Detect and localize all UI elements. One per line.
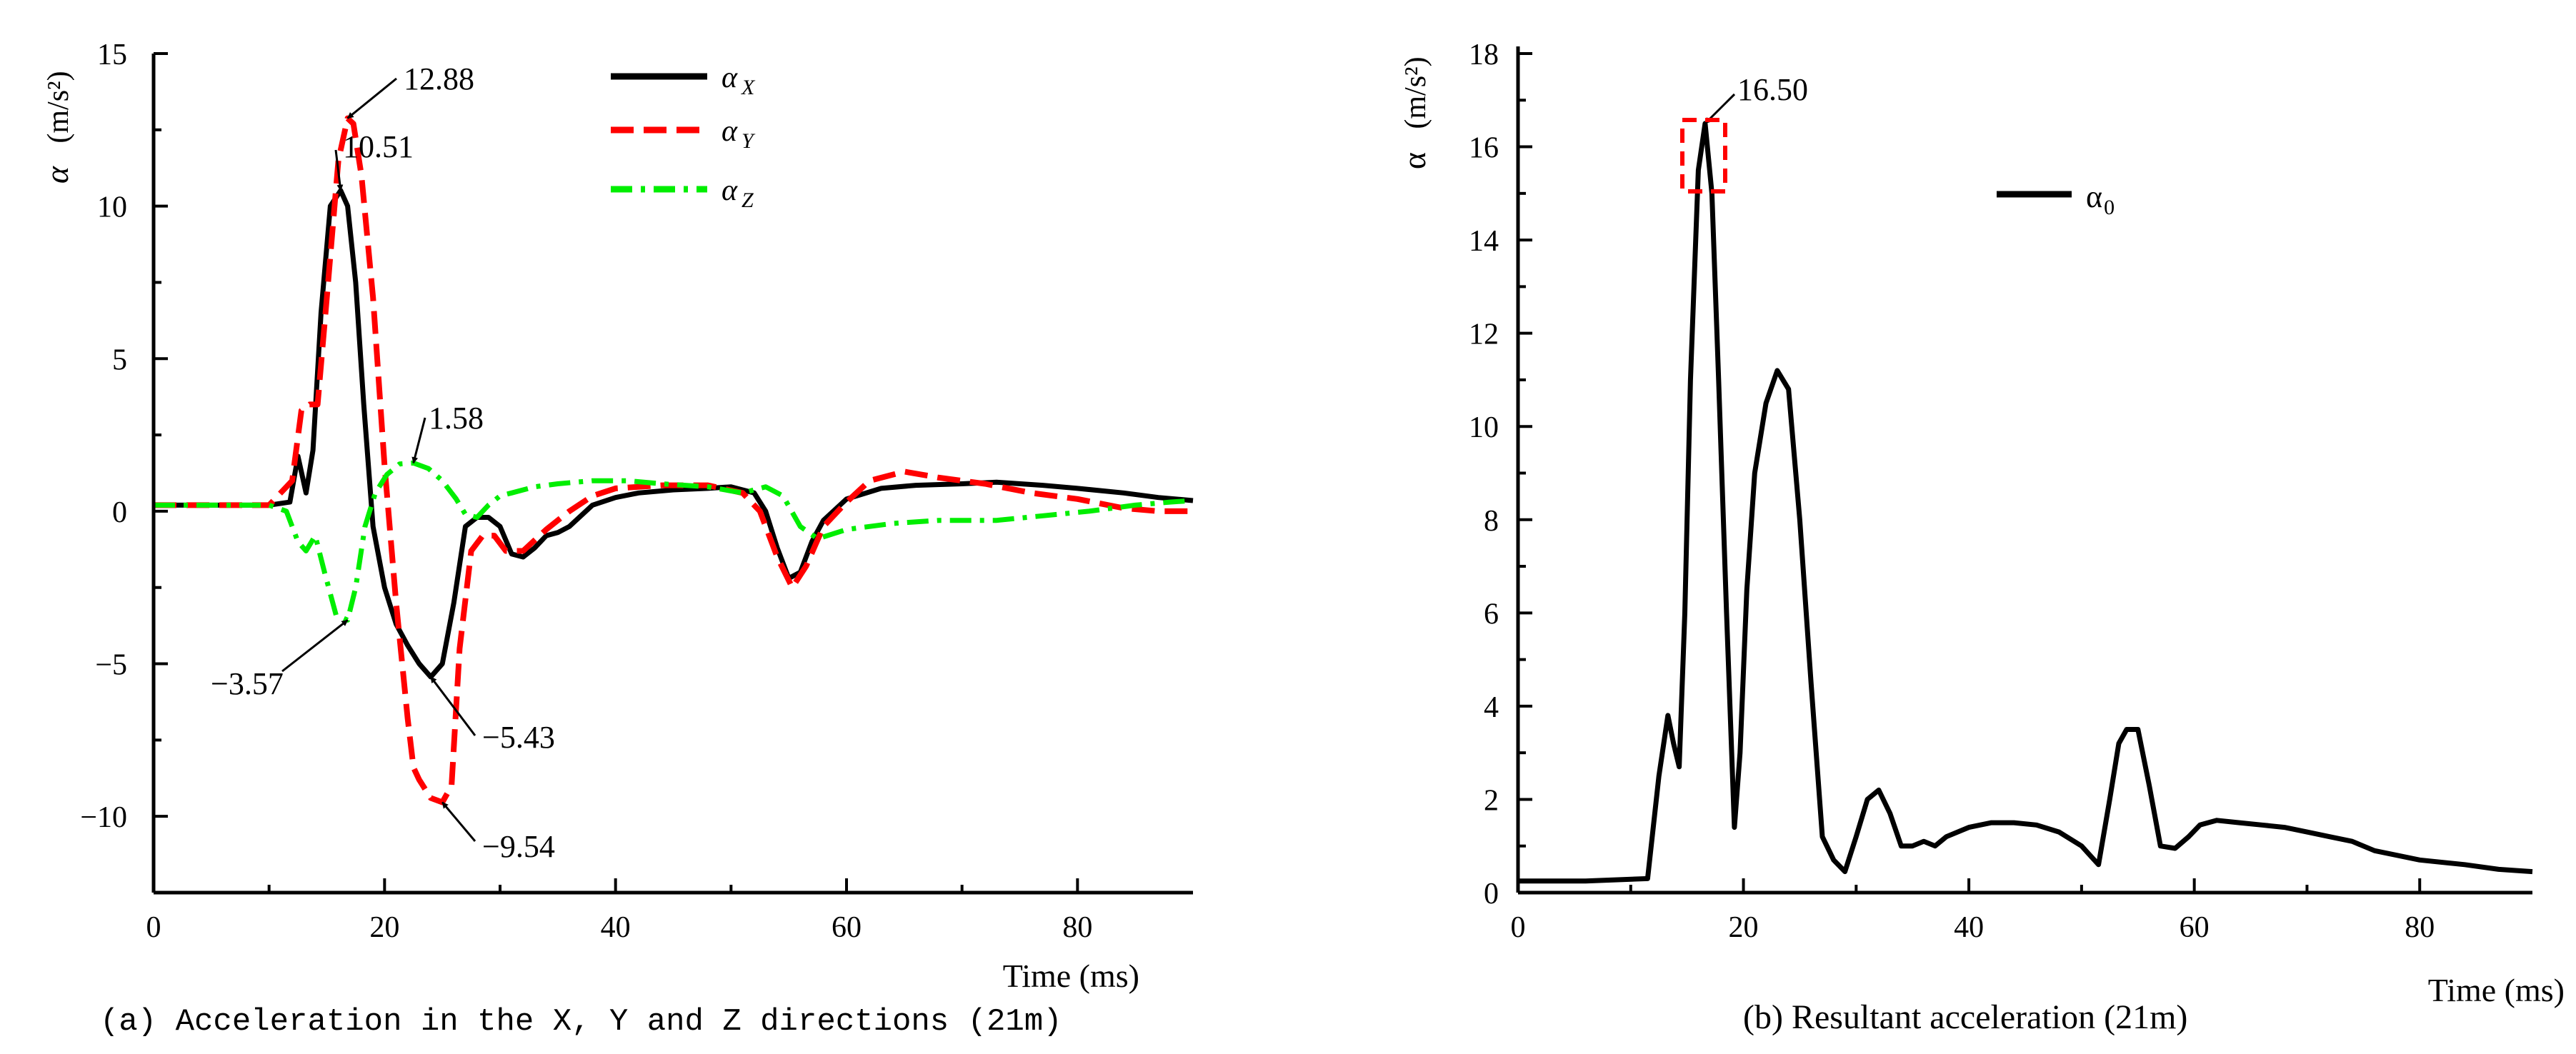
annotation-arrow (334, 149, 344, 191)
series-line-a-2 (154, 460, 1194, 623)
x-tick-label: 20 (1729, 911, 1759, 944)
x-tick-label: 60 (2180, 911, 2210, 944)
x-tick-label: 80 (2405, 911, 2435, 944)
chart-b-ylabel-symbol: α (1396, 152, 1432, 169)
legend-label-resultant: α0 (2086, 179, 2115, 219)
x-tick-label: 40 (601, 911, 631, 944)
series-line-a-1 (154, 115, 1193, 805)
x-tick-label: 40 (1954, 911, 1984, 944)
annotation-arrow (441, 801, 476, 842)
x-tick-label: 0 (146, 911, 161, 944)
y-tick-label: 8 (1484, 505, 1499, 538)
annotation-arrow (429, 676, 476, 736)
y-tick-label: −5 (95, 649, 127, 682)
peak-highlight-box (1680, 118, 1727, 194)
y-tick-label: 5 (112, 343, 127, 376)
annotation-label: −9.54 (482, 829, 555, 864)
x-tick-label: 0 (1511, 911, 1526, 944)
chart-b-caption: (b) Resultant acceleration (21m) (1743, 998, 2187, 1036)
y-tick-label: 12 (1469, 318, 1499, 351)
y-tick-label: 14 (1469, 225, 1499, 258)
chart-a-ylabel-unit: (m/s²) (42, 71, 75, 143)
y-tick-label: −10 (80, 801, 127, 834)
y-tick-label: 0 (112, 496, 127, 529)
annotation-label: 12.88 (404, 61, 474, 96)
chart-a: 0 20 40 60 80 −10 −5 0 5 10 15 12.88 10.51 1.58 −3.57… (39, 39, 1194, 1040)
chart-a-series-group (154, 115, 1194, 805)
annotation-arrow (281, 619, 349, 673)
x-tick-label: 20 (369, 911, 399, 944)
annotation-arrow (411, 417, 426, 464)
y-tick-label: 4 (1484, 691, 1499, 724)
y-tick-label: 10 (1469, 411, 1499, 444)
y-tick-label: 18 (1469, 39, 1499, 71)
y-tick-label: 0 (1484, 878, 1499, 910)
chart-a-caption: (a) Acceleration in the X, Y and Z direc… (100, 1004, 1062, 1040)
annotation-label: 16.50 (1737, 72, 1808, 107)
y-tick-label: 10 (97, 191, 127, 224)
chart-b-series-group (1518, 121, 2533, 884)
chart-a-xlabel: Time (ms) (1003, 958, 1139, 994)
annotation-label: −3.57 (211, 666, 284, 701)
x-tick-label: 80 (1062, 911, 1092, 944)
annotation-label: 10.51 (343, 129, 414, 164)
annotation-label: −5.43 (482, 720, 555, 755)
chart-b-ticks: 0 20 40 60 80 0 2 4 6 8 10 12 14 16 18 (1469, 39, 2435, 944)
chart-a-annotations: 12.88 10.51 1.58 −3.57 −5.43 −9.54 (211, 61, 555, 864)
chart-a-ticks: 0 20 40 60 80 −10 −5 0 5 10 15 (80, 39, 1092, 944)
x-tick-label: 60 (832, 911, 862, 944)
series-line-b-0 (1518, 121, 2533, 884)
annotation-label: 1.58 (429, 401, 484, 436)
chart-b-ylabel-unit: (m/s²) (1399, 56, 1432, 129)
y-tick-label: 6 (1484, 598, 1499, 631)
chart-b-legend: α0 (1997, 179, 2115, 219)
chart-a-ylabel-symbol: α (39, 166, 75, 184)
y-tick-label: 15 (97, 39, 127, 71)
y-tick-label: 16 (1469, 132, 1499, 165)
chart-a-axes (151, 54, 1193, 895)
chart-b-xlabel: Time (ms) (2428, 972, 2565, 1008)
y-tick-label: 2 (1484, 784, 1499, 817)
annotation-arrow (346, 77, 397, 119)
